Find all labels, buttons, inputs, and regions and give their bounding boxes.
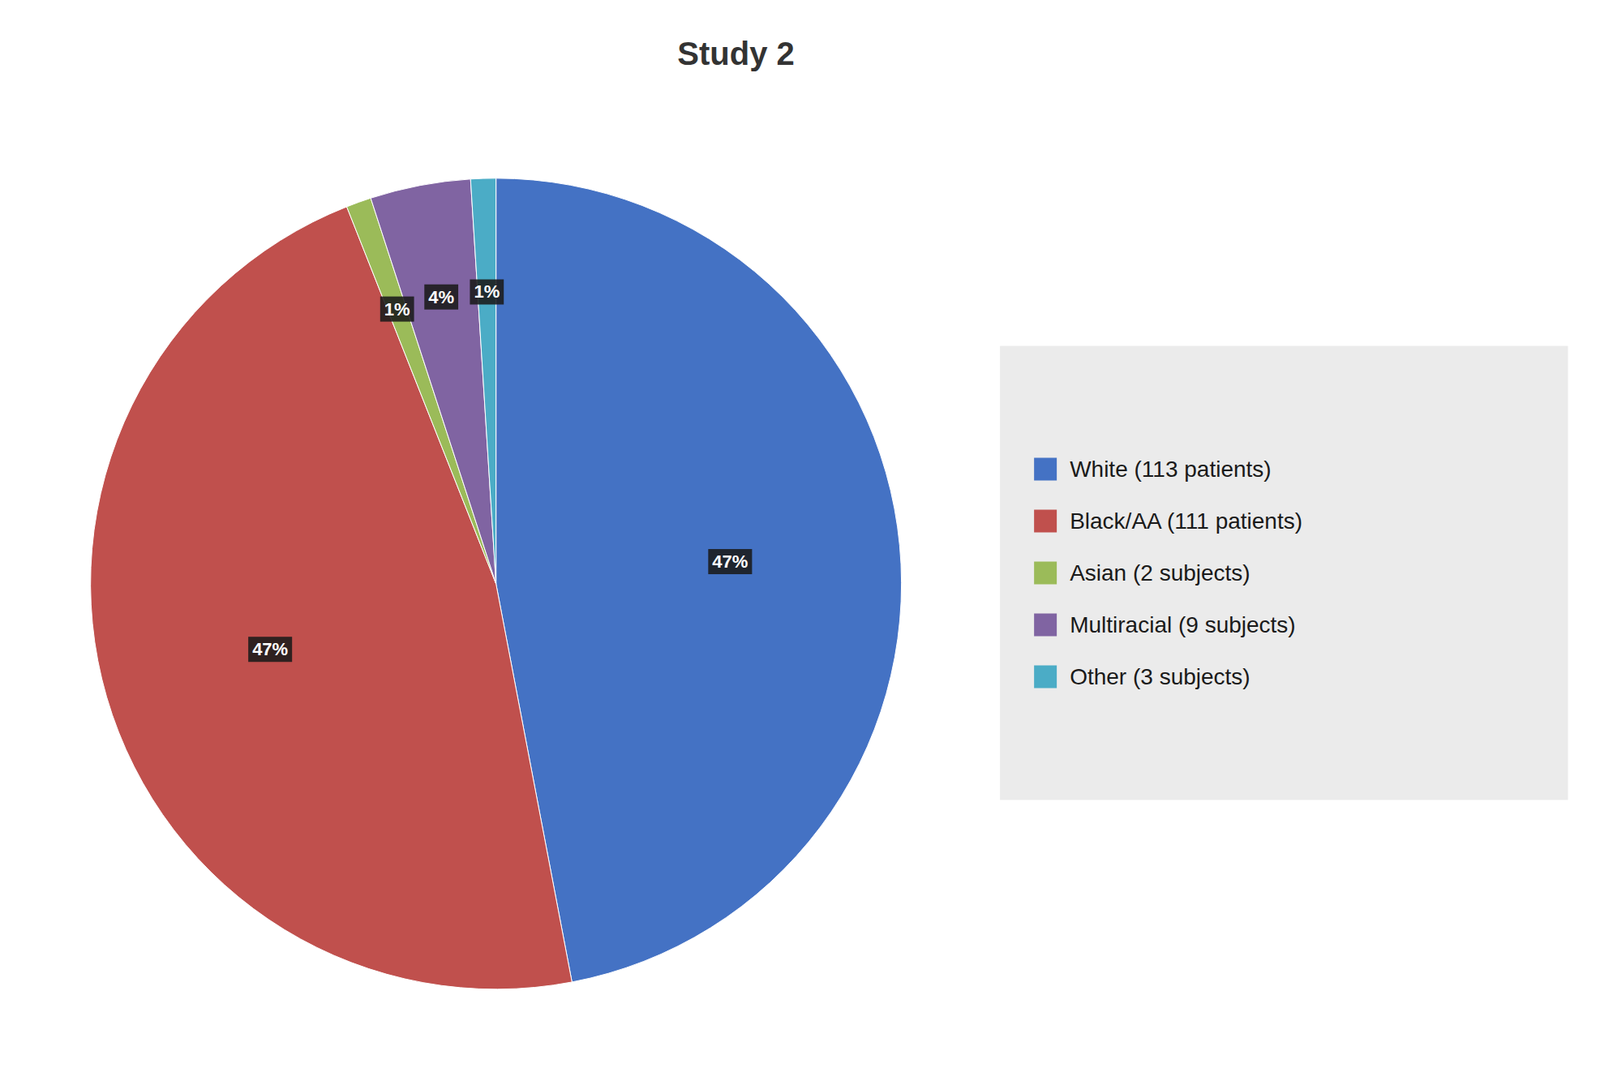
data-label-group: 47% bbox=[248, 636, 292, 662]
data-label: 1% bbox=[384, 299, 411, 320]
pie-slice bbox=[370, 179, 497, 584]
data-label: 1% bbox=[473, 281, 500, 302]
legend-label: Multiracial (9 subjects) bbox=[1069, 612, 1296, 638]
legend-item: Asian (2 subjects) bbox=[1033, 560, 1251, 586]
legend-swatch bbox=[1033, 665, 1057, 689]
legend-label: White (113 patients) bbox=[1069, 456, 1272, 482]
data-label-box bbox=[469, 278, 504, 305]
legend-swatch bbox=[1033, 561, 1057, 585]
data-label-group: 1% bbox=[469, 278, 504, 305]
legend-swatch bbox=[1033, 458, 1057, 481]
data-label-group: 1% bbox=[380, 296, 415, 322]
legend-box bbox=[999, 346, 1568, 801]
data-label-box bbox=[707, 549, 752, 575]
legend-label: Black/AA (111 patients) bbox=[1069, 508, 1303, 534]
legend-item: Other (3 subjects) bbox=[1033, 664, 1251, 690]
data-label-box bbox=[380, 296, 415, 322]
legend-swatch bbox=[1033, 510, 1057, 533]
chart-title: Study 2 bbox=[677, 35, 794, 72]
pie-slice bbox=[90, 206, 573, 990]
chart-svg: Study 2 47% 47% 1% 4% 1% White (113 patients) B… bbox=[0, 0, 1600, 1081]
legend-label: Asian (2 subjects) bbox=[1069, 560, 1251, 586]
data-label-box bbox=[424, 284, 459, 310]
data-label: 47% bbox=[252, 639, 288, 660]
pie bbox=[90, 178, 902, 990]
legend-label: Other (3 subjects) bbox=[1069, 664, 1251, 690]
data-label: 4% bbox=[428, 287, 455, 308]
data-label-box bbox=[248, 636, 292, 662]
data-label-group: 47% bbox=[707, 549, 752, 575]
legend-item: Multiracial (9 subjects) bbox=[1033, 612, 1296, 638]
data-label-group: 4% bbox=[424, 284, 459, 310]
data-label: 47% bbox=[712, 551, 748, 572]
legend-item: Black/AA (111 patients) bbox=[1033, 508, 1303, 534]
data-labels: 47% 47% 1% 4% 1% bbox=[248, 278, 752, 662]
legend: White (113 patients) Black/AA (111 patien… bbox=[999, 346, 1568, 801]
legend-swatch bbox=[1033, 613, 1057, 637]
pie-slice bbox=[470, 178, 496, 584]
legend-item: White (113 patients) bbox=[1033, 456, 1272, 482]
pie-slice bbox=[496, 178, 902, 983]
